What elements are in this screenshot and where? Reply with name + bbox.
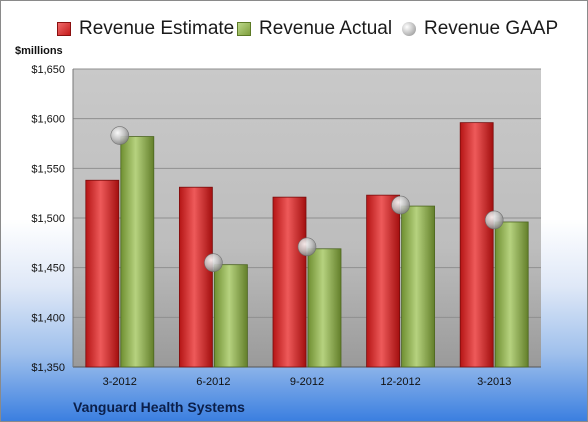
- company-name: Vanguard Health Systems: [73, 399, 245, 415]
- legend-swatch-actual: [237, 22, 251, 36]
- bar-revenue-estimate: [272, 196, 307, 368]
- y-tick-label: $1,600: [31, 114, 65, 126]
- marker-revenue-gaap: [484, 210, 504, 230]
- bar-revenue-estimate: [178, 186, 213, 368]
- y-tick-label: $1,650: [31, 64, 65, 76]
- y-tick-label: $1,350: [31, 362, 65, 374]
- x-tick-label: 9-2012: [290, 376, 324, 388]
- y-tick-label: $1,500: [31, 213, 65, 225]
- x-tick-label: 12-2012: [380, 376, 420, 388]
- legend-swatch-estimate: [57, 22, 71, 36]
- y-axis-units-label: $millions: [15, 45, 63, 57]
- legend-item-revenue-actual: Revenue Actual: [237, 15, 392, 43]
- marker-revenue-gaap: [297, 237, 317, 257]
- legend-label-estimate: Revenue Estimate: [79, 18, 235, 39]
- y-tick-label: $1,450: [31, 263, 65, 275]
- legend-swatch-gaap: [402, 22, 416, 36]
- bar-revenue-actual: [120, 136, 155, 368]
- plot-area: $1,350 $1,400 $1,450 $1,500 $1,550 $1,600 $1,6…: [31, 64, 541, 388]
- x-tick-label: 6-2012: [196, 376, 230, 388]
- bar-revenue-estimate: [85, 179, 120, 368]
- marker-revenue-gaap: [391, 195, 410, 215]
- bar-revenue-actual: [213, 264, 248, 368]
- marker-revenue-gaap: [110, 126, 130, 145]
- bar-revenue-estimate: [366, 194, 401, 368]
- legend: Revenue Estimate Revenue Actual Revenue …: [1, 15, 587, 43]
- bar-revenue-estimate: [459, 122, 494, 368]
- bar-revenue-actual: [401, 205, 436, 368]
- x-tick-label: 3-2012: [103, 376, 137, 388]
- bar-revenue-actual: [307, 248, 342, 368]
- legend-item-revenue-estimate: Revenue Estimate: [57, 15, 234, 43]
- bar-revenue-actual: [494, 221, 529, 368]
- y-tick-label: $1,400: [31, 312, 65, 324]
- x-tick-label: 3-2013: [477, 376, 511, 388]
- marker-revenue-gaap: [204, 253, 223, 273]
- legend-item-revenue-gaap: Revenue GAAP: [402, 15, 558, 43]
- y-tick-label: $1,550: [31, 163, 65, 175]
- legend-label-gaap: Revenue GAAP: [424, 18, 559, 39]
- legend-label-actual: Revenue Actual: [259, 18, 393, 39]
